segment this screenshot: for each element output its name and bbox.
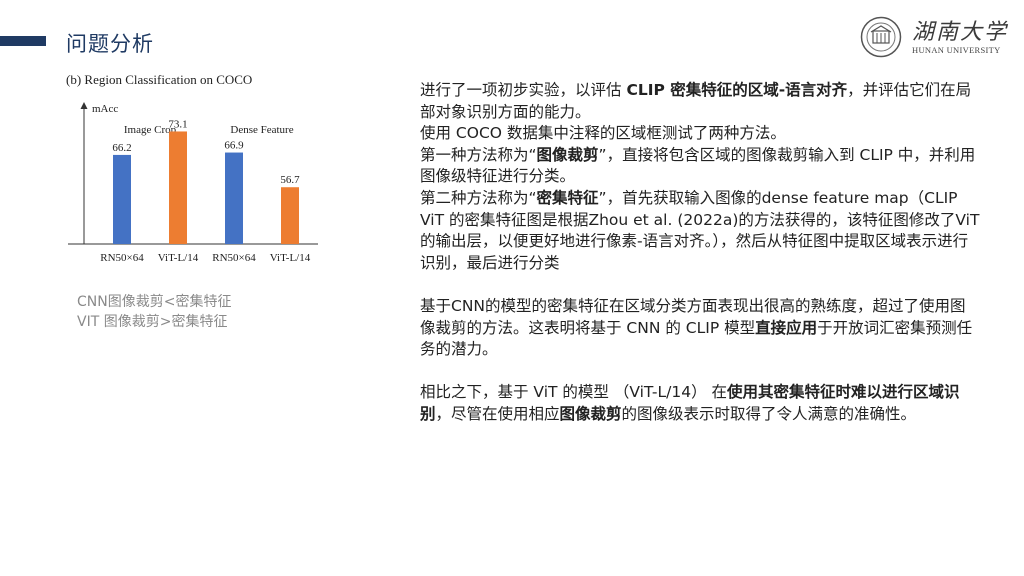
university-seal-icon — [860, 16, 902, 58]
university-logo: 湖南大学 HUNAN UNIVERSITY — [860, 12, 1018, 62]
paragraph-spacer — [420, 361, 980, 383]
chart-category-label: RN50×64 — [212, 252, 256, 264]
paragraph-purpose: 进行了一项初步实验，以评估 CLIP 密集特征的区域-语言对齐，并评估它们在局部… — [420, 80, 980, 123]
chart-group-label: Image Crop — [124, 124, 177, 136]
text-segment: ”，首先获取输入图像的dense feature map（CLIP ViT 的密… — [420, 188, 980, 272]
text-segment: 的图像级表示时取得了令人满意的准确性。 — [621, 404, 917, 423]
chart-category-label: ViT-L/14 — [158, 252, 199, 264]
text-segment: ，并评估它们在局部对象识别方面的能力。 — [420, 81, 972, 121]
chart-value-label: 73.1 — [168, 118, 187, 130]
caption-line-vit: VIT 图像裁剪>密集特征 — [77, 314, 228, 330]
text-segment: ”，直接将包含区域的图像裁剪输入到 CLIP 中，并利用图像级特征进行分类。 — [420, 145, 976, 186]
emphasis-text: 图像裁剪 — [559, 404, 622, 423]
chart-category-label: ViT-L/14 — [270, 252, 311, 264]
chart-bar — [113, 154, 131, 244]
chart-category-label: RN50×64 — [100, 252, 144, 264]
chart-y-axis-arrow — [80, 102, 88, 109]
emphasis-text: 图像裁剪 — [536, 145, 599, 164]
chart-bar — [281, 187, 299, 244]
paragraph-methods: 使用 COCO 数据集中注释的区域框测试了两种方法。 — [420, 123, 980, 145]
chart-value-label: 56.7 — [280, 174, 300, 186]
emphasis-text: 密集特征 — [536, 188, 599, 207]
paragraph-dense-feature: 第二种方法称为“密集特征”，首先获取输入图像的dense feature map… — [420, 188, 980, 274]
chart-value-label: 66.9 — [224, 140, 244, 152]
chart-y-axis-label: mAcc — [92, 103, 118, 115]
text-segment: 基于CNN的模型的密集特征在区域分类方面表现出很高的熟练度，超过了使用图像裁剪的… — [420, 296, 966, 337]
text-segment: 第二种方法称为“ — [420, 188, 537, 207]
caption: CNN图像裁剪<密集特征 VIT 图像裁剪>密集特征 — [77, 292, 231, 332]
chart-group-label: Dense Feature — [230, 124, 293, 136]
title-accent-bar — [0, 36, 46, 46]
emphasis-text: CLIP 密集特征的区域-语言对齐 — [626, 81, 848, 99]
text-segment: 使用 COCO 数据集中注释的区域框测试了两种方法。 — [420, 124, 786, 143]
logo-chinese-text: 湖南大学 — [912, 20, 1009, 45]
paragraph-cnn-result: 基于CNN的模型的密集特征在区域分类方面表现出很高的熟练度，超过了使用图像裁剪的… — [420, 296, 980, 361]
slide-title: 问题分析 — [66, 32, 154, 56]
emphasis-text: 使用其密集特征时难以进行区域识别 — [420, 383, 960, 423]
text-segment: 进行了一项初步实验，以评估 — [420, 81, 627, 99]
paragraph-vit-result: 相比之下，基于 ViT 的模型 （ViT-L/14） 在使用其密集特征时难以进行… — [420, 382, 980, 425]
text-segment: ，尽管在使用相应 — [435, 404, 560, 423]
logo-english-text: HUNAN UNIVERSITY — [912, 45, 1001, 55]
chart-svg: (b) Region Classification on COCO mAcc I… — [66, 72, 318, 264]
analysis-text: 进行了一项初步实验，以评估 CLIP 密集特征的区域-语言对齐，并评估它们在局部… — [420, 80, 980, 426]
emphasis-text: 直接应用 — [755, 318, 818, 337]
text-segment: 第一种方法称为“ — [420, 145, 537, 164]
paragraph-image-crop: 第一种方法称为“图像裁剪”，直接将包含区域的图像裁剪输入到 CLIP 中，并利用… — [420, 145, 980, 188]
text-segment: 相比之下，基于 ViT 的模型 （ViT-L/14） 在 — [420, 383, 728, 402]
chart-value-label: 66.2 — [112, 142, 131, 154]
region-classification-chart: (b) Region Classification on COCO mAcc I… — [62, 68, 324, 268]
chart-title: (b) Region Classification on COCO — [66, 72, 252, 87]
chart-bar — [225, 152, 243, 244]
paragraph-spacer — [420, 274, 980, 296]
text-segment: 于开放词汇密集预测任务的潜力。 — [420, 318, 973, 359]
chart-bar — [169, 131, 187, 244]
caption-line-cnn: CNN图像裁剪<密集特征 — [77, 294, 232, 310]
